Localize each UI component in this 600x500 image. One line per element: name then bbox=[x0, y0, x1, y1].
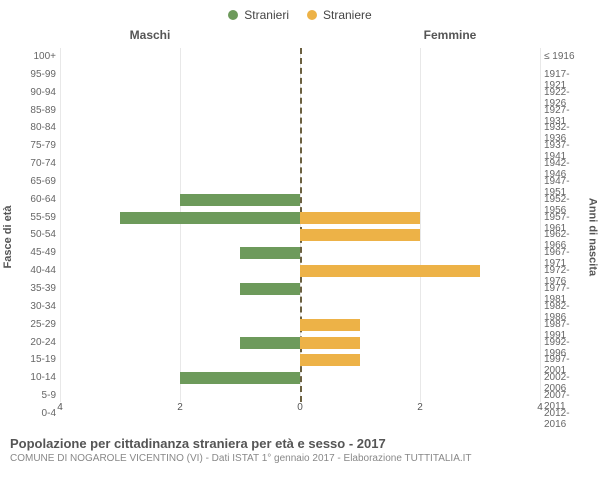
age-label: 85-89 bbox=[12, 105, 56, 116]
bar-male bbox=[240, 283, 300, 295]
bar-female bbox=[300, 337, 360, 349]
age-label: 95-99 bbox=[12, 69, 56, 80]
age-label: 80-84 bbox=[12, 122, 56, 133]
age-label: 35-39 bbox=[12, 283, 56, 294]
age-row: 95-991917-1921 bbox=[60, 66, 540, 84]
age-row: 45-491967-1971 bbox=[60, 244, 540, 262]
x-tick: 2 bbox=[177, 402, 183, 413]
age-label: 70-74 bbox=[12, 158, 56, 169]
x-axis: 4 2 0 2 4 bbox=[60, 402, 540, 422]
x-tick: 4 bbox=[57, 402, 63, 413]
age-label: 15-19 bbox=[12, 354, 56, 365]
chart-subtitle: COMUNE DI NOGAROLE VICENTINO (VI) - Dati… bbox=[10, 453, 590, 464]
age-row: 10-142002-2006 bbox=[60, 369, 540, 387]
age-row: 55-591957-1961 bbox=[60, 209, 540, 227]
age-label: 5-9 bbox=[12, 390, 56, 401]
birth-year-label: 2012-2016 bbox=[544, 408, 588, 430]
birth-year-label: ≤ 1916 bbox=[544, 51, 588, 62]
age-label: 25-29 bbox=[12, 319, 56, 330]
age-row: 85-891927-1931 bbox=[60, 102, 540, 120]
age-row: 35-391977-1981 bbox=[60, 280, 540, 298]
legend-label-female: Straniere bbox=[323, 8, 372, 22]
population-pyramid: Fasce di età Anni di nascita 100+≤ 19169… bbox=[0, 42, 600, 432]
chart-footer: Popolazione per cittadinanza straniera p… bbox=[0, 432, 600, 464]
age-label: 20-24 bbox=[12, 337, 56, 348]
age-row: 65-691947-1951 bbox=[60, 173, 540, 191]
legend-label-male: Stranieri bbox=[244, 8, 289, 22]
age-label: 55-59 bbox=[12, 212, 56, 223]
header-left: Maschi bbox=[0, 28, 300, 42]
bar-female bbox=[300, 319, 360, 331]
age-row: 70-741942-1946 bbox=[60, 155, 540, 173]
age-label: 40-44 bbox=[12, 265, 56, 276]
age-label: 0-4 bbox=[12, 408, 56, 419]
age-row: 80-841932-1936 bbox=[60, 119, 540, 137]
legend: Stranieri Straniere bbox=[0, 0, 600, 22]
age-row: 15-191997-2001 bbox=[60, 351, 540, 369]
bar-female bbox=[300, 354, 360, 366]
bar-male bbox=[120, 212, 300, 224]
age-label: 75-79 bbox=[12, 140, 56, 151]
age-label: 50-54 bbox=[12, 229, 56, 240]
age-row: 100+≤ 1916 bbox=[60, 48, 540, 66]
bar-male bbox=[180, 194, 300, 206]
bar-male bbox=[240, 337, 300, 349]
chart-title: Popolazione per cittadinanza straniera p… bbox=[10, 436, 590, 451]
header-right: Femmine bbox=[300, 28, 600, 42]
x-tick: 2 bbox=[417, 402, 423, 413]
age-row: 90-941922-1926 bbox=[60, 84, 540, 102]
bar-female bbox=[300, 212, 420, 224]
age-row: 30-341982-1986 bbox=[60, 298, 540, 316]
bar-female bbox=[300, 265, 480, 277]
age-label: 45-49 bbox=[12, 247, 56, 258]
legend-item-female: Straniere bbox=[307, 8, 372, 22]
bar-male bbox=[240, 247, 300, 259]
column-headers: Maschi Femmine bbox=[0, 28, 600, 42]
legend-item-male: Stranieri bbox=[228, 8, 289, 22]
age-row: 75-791937-1941 bbox=[60, 137, 540, 155]
grid-line bbox=[540, 48, 541, 402]
age-row: 40-441972-1976 bbox=[60, 262, 540, 280]
plot-area: 100+≤ 191695-991917-192190-941922-192685… bbox=[60, 48, 540, 402]
bar-male bbox=[180, 372, 300, 384]
bar-female bbox=[300, 229, 420, 241]
x-tick: 4 bbox=[537, 402, 543, 413]
age-row: 25-291987-1991 bbox=[60, 316, 540, 334]
age-label: 30-34 bbox=[12, 301, 56, 312]
legend-swatch-male bbox=[228, 10, 238, 20]
age-label: 90-94 bbox=[12, 87, 56, 98]
age-row: 20-241992-1996 bbox=[60, 334, 540, 352]
x-tick: 0 bbox=[297, 402, 303, 413]
legend-swatch-female bbox=[307, 10, 317, 20]
age-row: 50-541962-1966 bbox=[60, 226, 540, 244]
age-label: 100+ bbox=[12, 51, 56, 62]
age-label: 65-69 bbox=[12, 176, 56, 187]
age-label: 60-64 bbox=[12, 194, 56, 205]
age-row: 60-641952-1956 bbox=[60, 191, 540, 209]
age-label: 10-14 bbox=[12, 372, 56, 383]
